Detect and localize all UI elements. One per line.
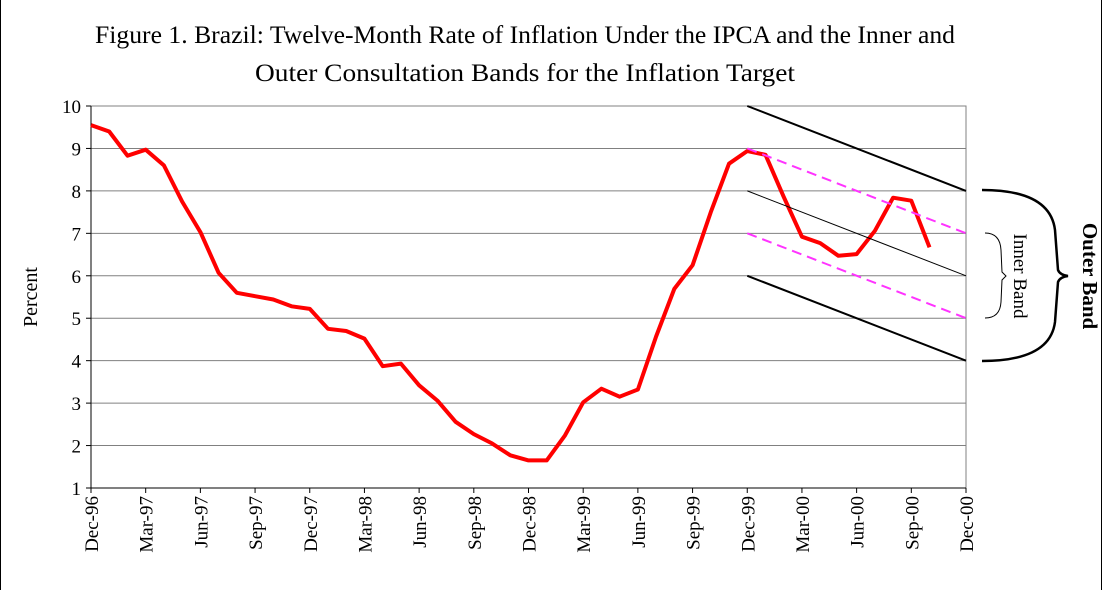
y-tick-label: 7 bbox=[72, 224, 82, 245]
inner-band-brace bbox=[984, 232, 1007, 319]
x-tick-label: Mar-98 bbox=[355, 496, 376, 553]
chart-title: Figure 1. Brazil: Twelve-Month Rate of I… bbox=[95, 22, 956, 49]
x-tick-label: Dec-96 bbox=[82, 496, 103, 552]
y-tick-label: 8 bbox=[72, 182, 82, 203]
x-tick-label: Sep-97 bbox=[246, 496, 267, 550]
data-line bbox=[746, 105, 967, 192]
y-tick-label: 10 bbox=[62, 97, 81, 118]
x-tick-label: Sep-99 bbox=[684, 496, 705, 550]
y-tick-label: 1 bbox=[72, 479, 82, 500]
outer-band-brace bbox=[981, 188, 1069, 363]
y-tick-label: 3 bbox=[72, 394, 82, 415]
data-line bbox=[747, 190, 967, 277]
x-tick-label: Mar-00 bbox=[793, 496, 814, 553]
data-line bbox=[746, 147, 967, 235]
x-tick-label: Mar-99 bbox=[574, 496, 595, 553]
chart-title: Outer Consultation Bands for the Inflati… bbox=[255, 60, 795, 87]
data-line bbox=[90, 123, 932, 463]
annotation: Inner Band bbox=[1009, 234, 1030, 319]
x-tick-label: Dec-98 bbox=[520, 496, 541, 552]
x-tick-label: Mar-97 bbox=[137, 496, 158, 553]
data-line bbox=[746, 274, 967, 362]
plot-area bbox=[90, 105, 967, 489]
x-tick-label: Dec-97 bbox=[301, 496, 322, 552]
x-tick-label: Jun-97 bbox=[191, 496, 212, 548]
y-tick-label: 9 bbox=[72, 139, 82, 160]
x-tick-label: Jun-98 bbox=[410, 496, 431, 548]
y-axis-label: Percent bbox=[20, 267, 42, 327]
y-tick-label: 6 bbox=[72, 267, 82, 288]
y-tick-label: 5 bbox=[72, 309, 82, 330]
y-tick-label: 2 bbox=[72, 437, 82, 458]
x-tick-label: Jun-00 bbox=[848, 496, 869, 548]
annotation: Outer Band bbox=[1078, 223, 1102, 330]
x-tick-label: Sep-00 bbox=[902, 496, 923, 550]
data-line bbox=[746, 232, 967, 320]
y-tick-label: 4 bbox=[72, 352, 82, 373]
x-tick-label: Dec-99 bbox=[738, 496, 759, 552]
x-tick-label: Dec-00 bbox=[957, 496, 978, 552]
x-tick-label: Jun-99 bbox=[629, 496, 650, 548]
x-tick-label: Sep-98 bbox=[465, 496, 486, 550]
